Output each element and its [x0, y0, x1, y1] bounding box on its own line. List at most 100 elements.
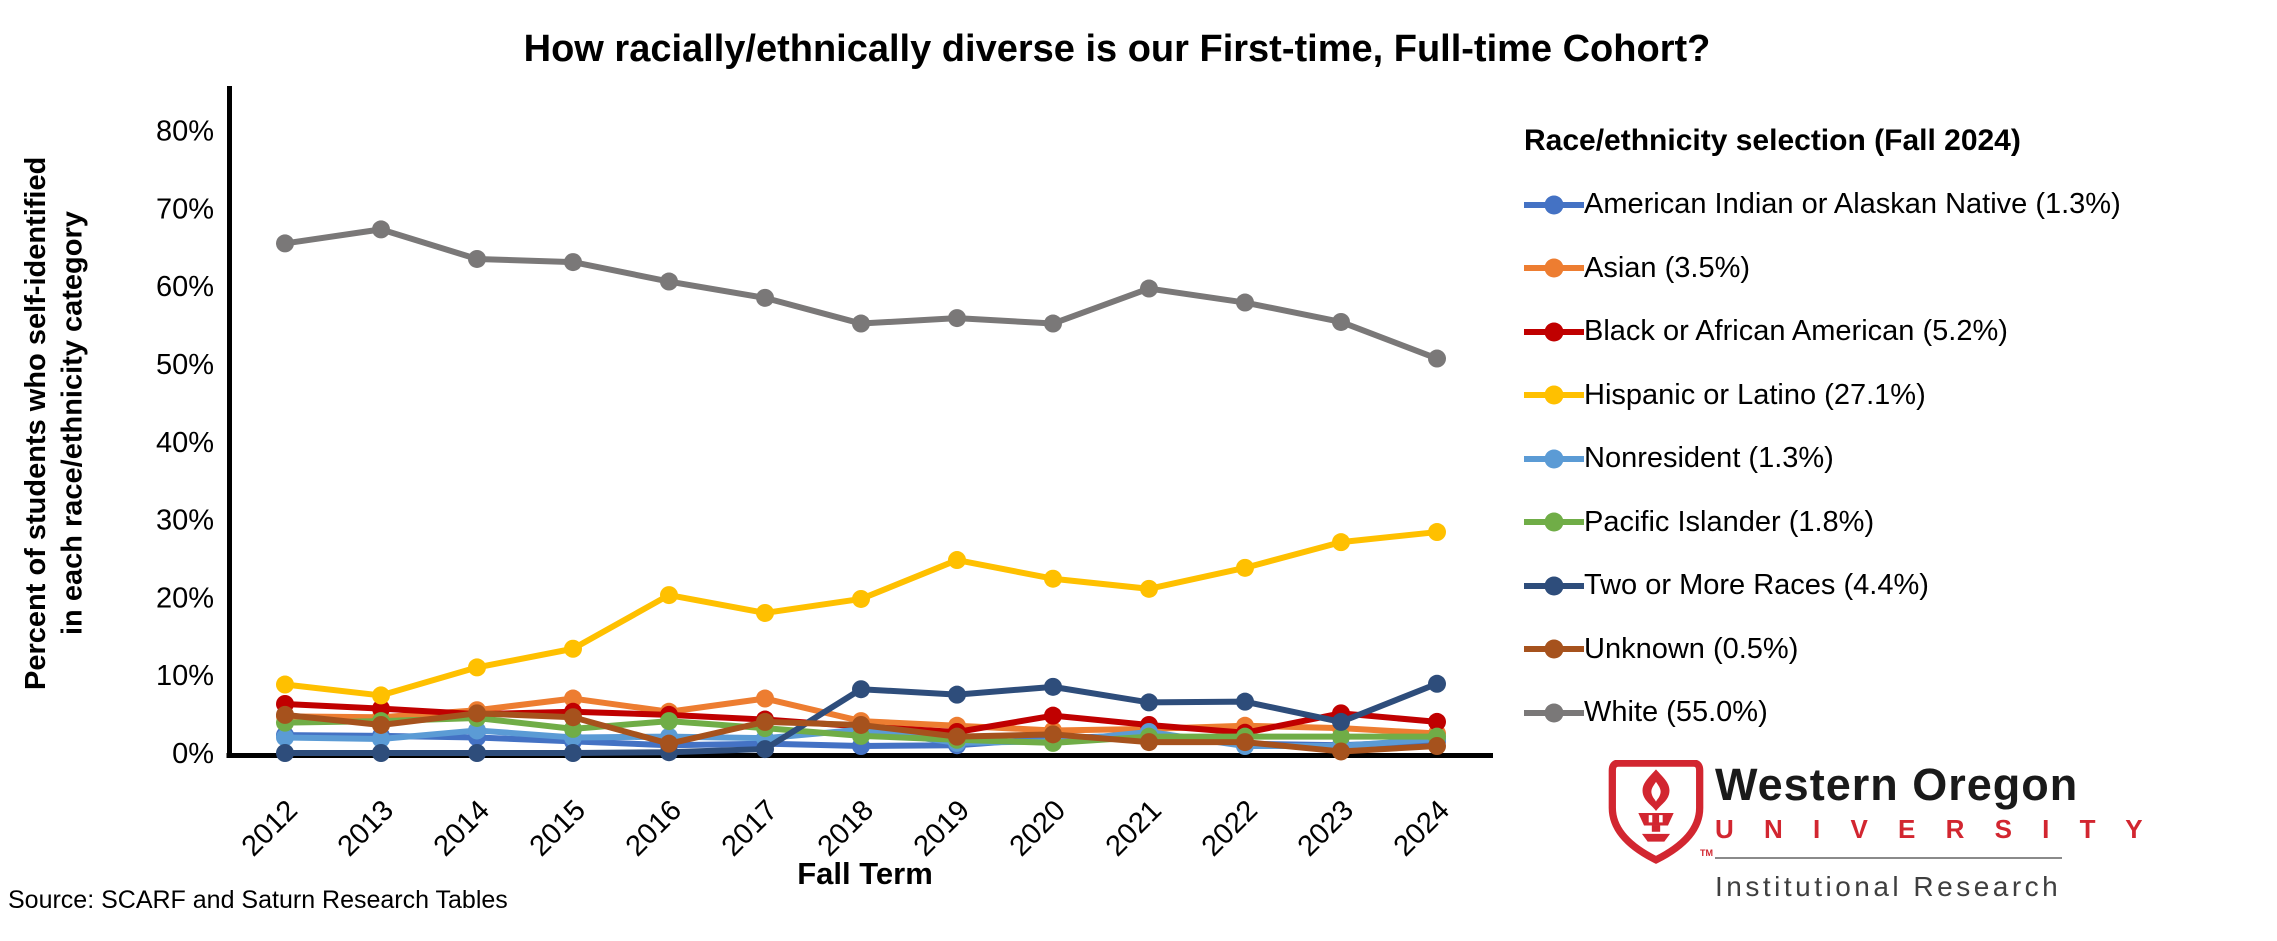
- data-point-unknown-2024: [1428, 736, 1446, 755]
- legend-marker-pacific-islander: [1544, 512, 1564, 532]
- wou-logo-text: Western Oregon U N I V E R S I T Y Insti…: [1715, 758, 2165, 903]
- data-point-unknown-2023: [1332, 742, 1350, 761]
- data-point-hispanic-or-latino-2021: [1140, 579, 1158, 598]
- legend-swatch-asian: [1524, 258, 1584, 278]
- x-tick-label: 2015: [524, 794, 592, 862]
- data-point-black-or-african-american-2013: [372, 699, 390, 718]
- data-point-two-or-more-races-2024: [1428, 674, 1446, 693]
- legend-swatch-pacific-islander: [1524, 512, 1584, 532]
- legend-marker-black-or-african-american: [1544, 322, 1564, 342]
- data-point-unknown-2020: [1044, 725, 1062, 744]
- data-point-two-or-more-races-2021: [1140, 693, 1158, 712]
- data-point-unknown-2015: [564, 708, 582, 727]
- trademark-label: TM: [1700, 848, 1713, 858]
- data-point-two-or-more-races-2017: [756, 740, 774, 759]
- chart-title: How racially/ethnically diverse is our F…: [523, 28, 1711, 70]
- data-point-two-or-more-races-2018: [852, 680, 870, 699]
- x-tick-label: 2018: [812, 794, 880, 862]
- data-point-unknown-2018: [852, 715, 870, 734]
- legend-label-asian: Asian (3.5%): [1584, 251, 1751, 284]
- x-tick-label: 2017: [716, 794, 784, 862]
- legend: American Indian or Alaskan Native (1.3%)…: [1524, 173, 2264, 745]
- legend-item-black-or-african-american[interactable]: Black or African American (5.2%): [1524, 300, 2264, 364]
- data-point-unknown-2017: [756, 712, 774, 731]
- legend-item-american-indian-or-alaskan-native[interactable]: American Indian or Alaskan Native (1.3%): [1524, 173, 2264, 237]
- data-point-unknown-2013: [372, 715, 390, 734]
- wou-shield-torch-icon: [1608, 760, 1704, 864]
- data-point-unknown-2019: [948, 727, 966, 746]
- data-point-two-or-more-races-2014: [468, 744, 486, 762]
- legend-item-two-or-more-races[interactable]: Two or More Races (4.4%): [1524, 554, 2264, 618]
- data-point-two-or-more-races-2013: [372, 744, 390, 762]
- legend-item-pacific-islander[interactable]: Pacific Islander (1.8%): [1524, 491, 2264, 555]
- legend-item-white[interactable]: White (55.0%): [1524, 681, 2264, 745]
- data-point-two-or-more-races-2019: [948, 685, 966, 704]
- source-note: Source: SCARF and Saturn Research Tables: [8, 886, 508, 914]
- y-tick-label: 40%: [156, 427, 214, 459]
- data-point-white-2013: [372, 220, 390, 239]
- y-tick-label: 70%: [156, 193, 214, 225]
- legend-marker-two-or-more-races: [1544, 576, 1564, 596]
- data-point-black-or-african-american-2020: [1044, 706, 1062, 725]
- data-point-white-2018: [852, 314, 870, 333]
- line-chart: 0% 10% 20% 30% 40% 50% 60% 70% 80% 2012 2013 2014 20…: [156, 86, 1493, 863]
- wou-department: Institutional Research: [1715, 871, 2062, 902]
- legend-label-two-or-more-races: Two or More Races (4.4%): [1584, 569, 1929, 602]
- data-point-hispanic-or-latino-2017: [756, 603, 774, 622]
- data-point-two-or-more-races-2015: [564, 744, 582, 762]
- data-point-white-2022: [1236, 293, 1254, 312]
- data-point-hispanic-or-latino-2013: [372, 686, 390, 705]
- data-point-hispanic-or-latino-2019: [948, 551, 966, 570]
- x-tick-label: 2019: [908, 794, 976, 862]
- data-point-pacific-islander-2016: [660, 712, 678, 731]
- legend-swatch-two-or-more-races: [1524, 576, 1584, 596]
- data-point-white-2019: [948, 309, 966, 328]
- legend-item-nonresident[interactable]: Nonresident (1.3%): [1524, 427, 2264, 491]
- data-point-asian-2017: [756, 689, 774, 708]
- data-point-hispanic-or-latino-2014: [468, 658, 486, 677]
- y-tick-label: 0%: [172, 738, 214, 770]
- y-tick-label: 60%: [156, 271, 214, 303]
- data-point-white-2014: [468, 249, 486, 268]
- legend-title: Race/ethnicity selection (Fall 2024): [1524, 124, 2021, 157]
- legend-swatch-nonresident: [1524, 449, 1584, 469]
- data-point-nonresident-2014: [468, 721, 486, 740]
- data-point-white-2024: [1428, 349, 1446, 368]
- y-tick-label: 10%: [156, 660, 214, 692]
- legend-label-unknown: Unknown (0.5%): [1584, 632, 1799, 665]
- data-point-hispanic-or-latino-2015: [564, 639, 582, 658]
- y-tick-label: 50%: [156, 349, 214, 381]
- data-point-white-2016: [660, 272, 678, 291]
- data-point-unknown-2021: [1140, 733, 1158, 752]
- data-point-white-2017: [756, 288, 774, 307]
- x-tick-label: 2016: [620, 794, 688, 862]
- wou-logo: TM Western Oregon U N I V E R S I T Y In…: [1608, 756, 2168, 936]
- data-point-hispanic-or-latino-2012: [276, 675, 294, 694]
- legend-label-hispanic-or-latino: Hispanic or Latino (27.1%): [1584, 378, 1926, 411]
- data-point-unknown-2022: [1236, 733, 1254, 752]
- legend-label-pacific-islander: Pacific Islander (1.8%): [1584, 505, 1875, 538]
- legend-item-hispanic-or-latino[interactable]: Hispanic or Latino (27.1%): [1524, 364, 2264, 428]
- y-tick-label: 30%: [156, 505, 214, 537]
- data-point-white-2015: [564, 253, 582, 272]
- legend-label-white: White (55.0%): [1584, 696, 1768, 729]
- legend-label-nonresident: Nonresident (1.3%): [1584, 442, 1834, 475]
- data-point-white-2020: [1044, 314, 1062, 333]
- series-two-or-more-races: [276, 674, 1446, 762]
- legend-item-asian[interactable]: Asian (3.5%): [1524, 237, 2264, 301]
- x-tick-label: 2023: [1292, 794, 1360, 862]
- legend-marker-unknown: [1544, 639, 1564, 659]
- data-point-white-2021: [1140, 279, 1158, 298]
- legend-item-unknown[interactable]: Unknown (0.5%): [1524, 618, 2264, 682]
- wou-university: U N I V E R S I T Y: [1715, 814, 2155, 844]
- x-tick-label: 2022: [1196, 794, 1264, 862]
- legend-swatch-american-indian-or-alaskan-native: [1524, 195, 1584, 215]
- legend-marker-white: [1544, 703, 1564, 723]
- data-point-pacific-islander-2023: [1332, 727, 1350, 746]
- data-point-white-2012: [276, 234, 294, 253]
- x-tick-label: 2020: [1004, 794, 1072, 862]
- series-line-white: [282, 226, 1440, 362]
- wou-name: Western Oregon: [1715, 759, 2079, 810]
- x-tick-label: 2021: [1100, 794, 1168, 862]
